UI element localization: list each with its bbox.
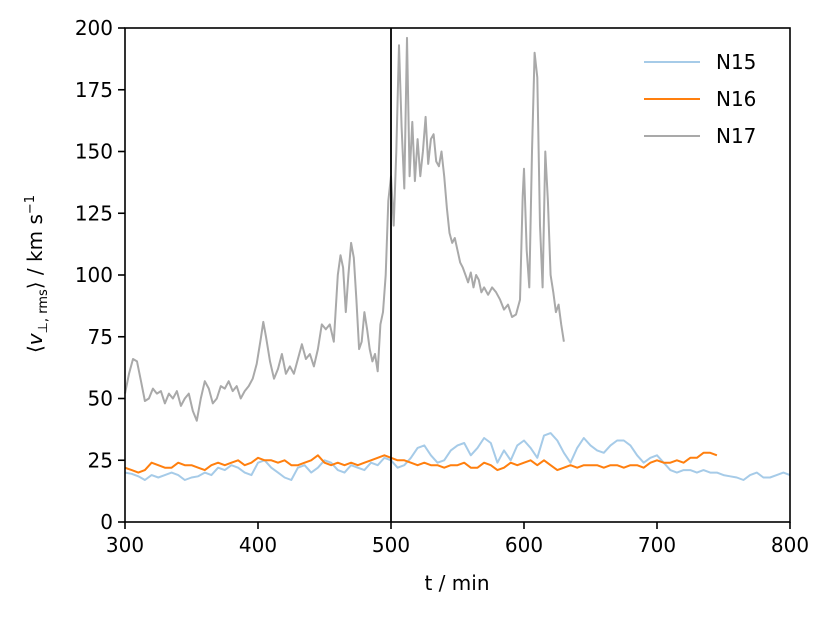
- legend-label-n15: N15: [716, 50, 756, 74]
- y-axis-label-sub: ⊥, rms: [36, 289, 51, 333]
- legend: N15 N16 N17: [644, 50, 756, 148]
- y-axis-label-v: v: [23, 332, 47, 345]
- series-line-n17: [124, 36, 565, 422]
- axes: [124, 27, 791, 523]
- x-tick-label: 800: [771, 533, 809, 557]
- series-line-n16: [124, 451, 718, 474]
- y-tick-label: 100: [75, 263, 113, 287]
- y-tick-label: 125: [75, 201, 113, 225]
- x-tick-label: 400: [239, 533, 277, 557]
- x-tick-label: 600: [505, 533, 543, 557]
- y-axis-label-sup: −1: [23, 195, 38, 214]
- y-axis-label-close: ⟩ / km s: [23, 214, 47, 289]
- series-layer: [124, 36, 791, 481]
- y-tick-label: 200: [75, 16, 113, 40]
- y-axis-label-open: ⟨: [23, 345, 47, 353]
- legend-label-n16: N16: [716, 87, 756, 111]
- x-axis-label: t / min: [424, 571, 489, 595]
- y-tick-label: 0: [100, 510, 113, 534]
- y-tick-label: 150: [75, 140, 113, 164]
- x-tick-label: 300: [106, 533, 144, 557]
- plot-frame: [124, 27, 791, 523]
- y-tick-label: 175: [75, 78, 113, 102]
- y-tick-label: 25: [88, 448, 113, 472]
- y-axis-label: ⟨v⊥, rms⟩ / km s−1: [23, 195, 51, 353]
- legend-label-n17: N17: [716, 124, 756, 148]
- y-tick-label: 75: [88, 325, 113, 349]
- x-tick-label: 500: [372, 533, 410, 557]
- ticks: 300 400 500 600 700 800 0 25 50 75 100 125 150 175 200: [75, 16, 809, 557]
- series-line-n15: [124, 432, 791, 481]
- x-tick-label: 700: [638, 533, 676, 557]
- y-tick-label: 50: [88, 387, 113, 411]
